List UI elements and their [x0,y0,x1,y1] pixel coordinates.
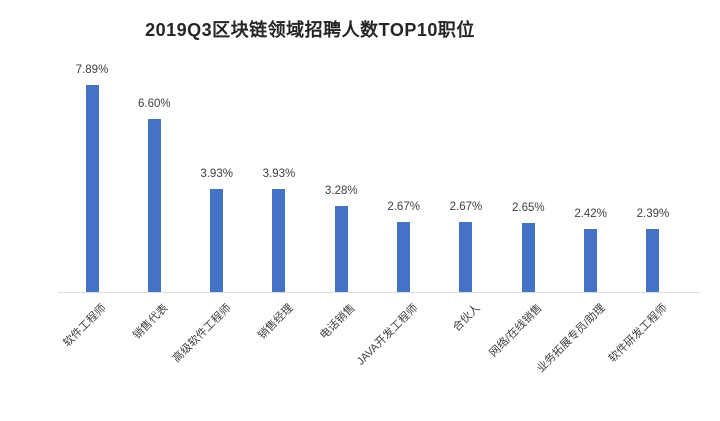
bar-value-label: 3.28% [325,185,358,197]
category-label: 软件工程师 [61,302,109,350]
bar [210,189,224,292]
bar-value-label: 2.65% [511,202,545,214]
category-label: 销售经理 [256,302,296,342]
bar [646,229,660,292]
bar [272,189,286,292]
bar [459,222,473,292]
bar-value-label: 7.89% [75,64,109,76]
bar [147,119,161,292]
category-label: 电话销售 [318,302,358,342]
bar-value-label: 3.93% [200,168,233,180]
bar [521,223,535,292]
category-label: 软件研发工程师 [606,302,670,366]
bar [584,229,598,292]
bar [397,222,411,292]
x-axis-line [58,292,700,293]
bar-value-label: 3.93% [262,168,296,180]
bar-value-label: 2.67% [387,201,420,213]
bar-value-label: 2.39% [636,208,670,220]
category-label: JAVA开发工程师 [354,302,421,368]
chart-title: 2019Q3区块链领域招聘人数TOP10职位 [145,20,475,40]
category-label: 销售代表 [131,302,171,342]
category-label: 合伙人 [450,302,483,334]
bar [85,85,99,292]
bar-value-label: 2.42% [574,208,607,220]
category-label: 高级软件工程师 [170,302,234,366]
bar-value-label: 6.60% [138,98,171,110]
bar-value-label: 2.67% [449,201,483,213]
category-label: 网络/在线销售 [487,302,545,360]
bar [334,206,348,292]
